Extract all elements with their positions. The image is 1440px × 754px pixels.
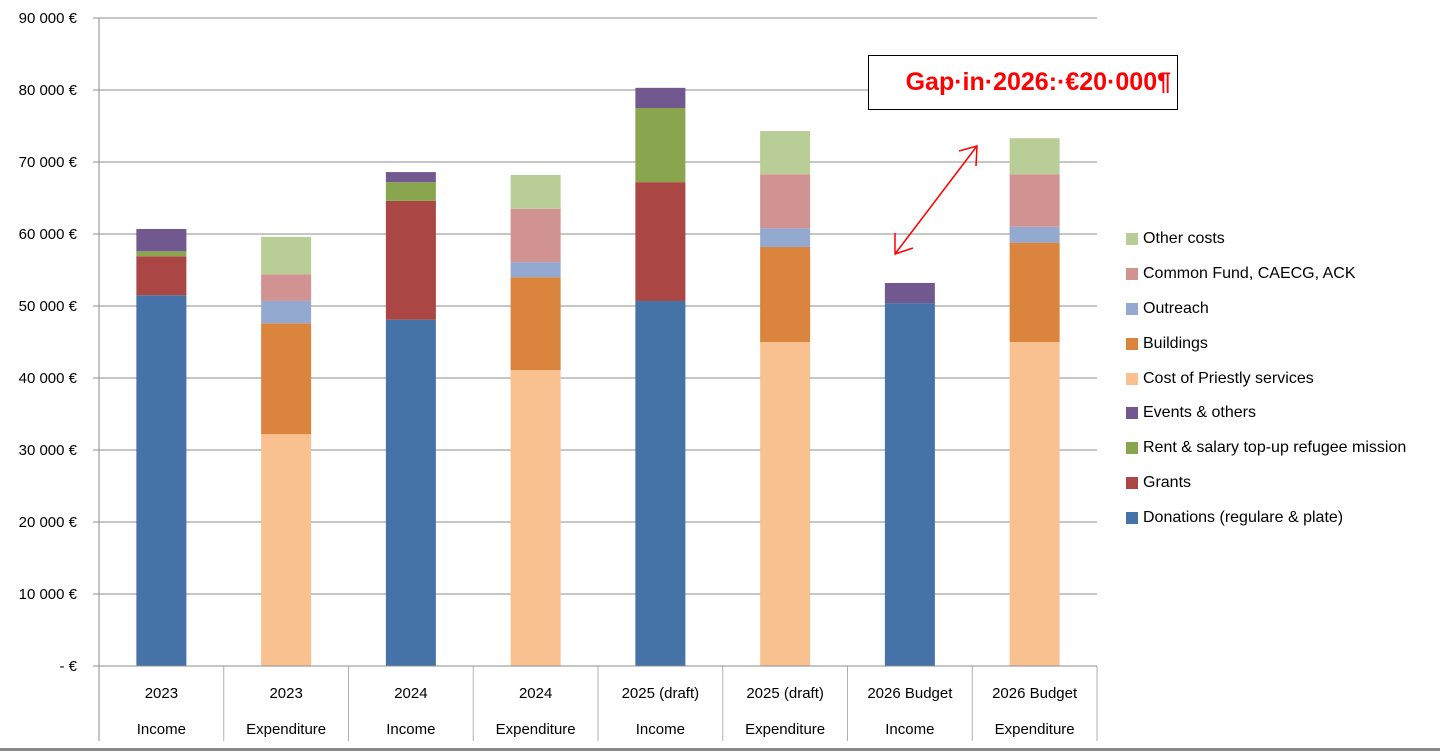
bar-segment bbox=[136, 228, 187, 252]
bar-segment bbox=[136, 251, 187, 257]
bar-segment bbox=[1009, 138, 1060, 175]
x-tick-label-kind: Income bbox=[137, 721, 186, 738]
x-tick-label-year: 2023 bbox=[145, 685, 178, 702]
bar-segment bbox=[760, 246, 811, 342]
y-tick-label: - € bbox=[59, 658, 77, 675]
bar-segment bbox=[635, 182, 686, 301]
bar-segment bbox=[261, 274, 312, 301]
legend-label: Common Fund, CAECG, ACK bbox=[1143, 265, 1356, 283]
y-tick-label: 60 000 € bbox=[19, 226, 78, 243]
legend-swatch bbox=[1126, 233, 1138, 246]
y-tick-label: 70 000 € bbox=[19, 154, 78, 171]
bar-segment bbox=[760, 131, 811, 175]
legend-item: Other costs bbox=[1126, 222, 1406, 257]
y-tick-label: 30 000 € bbox=[19, 442, 78, 459]
y-axis: - € 10 000 € 20 000 € 30 000 € 40 000 € 50 00… bbox=[19, 10, 100, 741]
bar-segment bbox=[884, 282, 935, 304]
bar-segment bbox=[510, 370, 561, 666]
legend-label: Buildings bbox=[1143, 334, 1208, 352]
legend-swatch bbox=[1126, 268, 1138, 281]
legend-label: Rent & salary top-up refugee mission bbox=[1143, 439, 1407, 457]
bar-segment bbox=[510, 277, 561, 371]
x-tick-label-kind: Expenditure bbox=[745, 721, 825, 738]
x-tick-label-year: 2026 Budget bbox=[992, 685, 1078, 702]
legend-item: Buildings bbox=[1126, 326, 1406, 361]
x-tick-label-kind: Expenditure bbox=[995, 721, 1075, 738]
bar-segment bbox=[760, 174, 811, 229]
legend-item: Cost of Priestly services bbox=[1126, 361, 1406, 396]
bar-segment bbox=[760, 228, 811, 247]
bar-segment bbox=[136, 295, 187, 666]
bar-segment bbox=[635, 87, 686, 108]
legend-item: Grants bbox=[1126, 466, 1406, 501]
legend-label: Cost of Priestly services bbox=[1143, 369, 1314, 387]
x-tick-label-year: 2023 bbox=[269, 685, 302, 702]
legend-item: Outreach bbox=[1126, 292, 1406, 327]
bar-segment bbox=[1009, 242, 1060, 342]
bar-segment bbox=[884, 303, 935, 666]
bar-segment bbox=[385, 182, 436, 201]
legend-label: Grants bbox=[1143, 473, 1192, 491]
bars bbox=[136, 87, 1060, 666]
bar-segment bbox=[1009, 342, 1060, 666]
gap-annotation-box: Gap·in·2026:·€20·000¶ bbox=[868, 55, 1178, 110]
y-tick-label: 50 000 € bbox=[19, 298, 78, 315]
bar-segment bbox=[136, 256, 187, 296]
bar-segment bbox=[261, 434, 312, 666]
bar-segment bbox=[760, 342, 811, 666]
legend-label: Events & others bbox=[1143, 404, 1256, 422]
bar-segment bbox=[261, 323, 312, 435]
gridlines bbox=[99, 17, 1097, 667]
x-tick-label-kind: Income bbox=[386, 721, 435, 738]
y-tick-label: 90 000 € bbox=[19, 10, 78, 27]
bar-segment bbox=[510, 262, 561, 278]
bar-segment bbox=[1009, 226, 1060, 243]
legend-label: Other costs bbox=[1143, 230, 1225, 248]
legend-swatch bbox=[1126, 442, 1138, 455]
legend-item: Rent & salary top-up refugee mission bbox=[1126, 431, 1406, 466]
legend-label: Donations (regulare & plate) bbox=[1143, 508, 1344, 526]
legend-swatch bbox=[1126, 476, 1138, 489]
legend-swatch bbox=[1126, 302, 1138, 315]
legend-item: Common Fund, CAECG, ACK bbox=[1126, 257, 1406, 292]
bar-segment bbox=[1009, 174, 1060, 227]
bar-segment bbox=[385, 319, 436, 666]
x-tick-label-kind: Expenditure bbox=[246, 721, 326, 738]
bar-segment bbox=[510, 174, 561, 209]
bar-segment bbox=[635, 108, 686, 183]
legend-label: Outreach bbox=[1143, 299, 1209, 317]
y-tick-label: 80 000 € bbox=[19, 82, 78, 99]
x-tick-label-year: 2026 Budget bbox=[867, 685, 953, 702]
legend: Other costs Common Fund, CAECG, ACK Outrea… bbox=[1126, 222, 1406, 535]
x-tick-label-year: 2025 (draft) bbox=[622, 685, 700, 702]
bar-segment bbox=[261, 236, 312, 275]
x-tick-label-year: 2025 (draft) bbox=[746, 685, 824, 702]
legend-swatch bbox=[1126, 511, 1138, 524]
x-tick-label-kind: Income bbox=[885, 721, 934, 738]
y-tick-label: 10 000 € bbox=[19, 586, 78, 603]
x-tick-label-year: 2024 bbox=[394, 685, 427, 702]
x-axis: 2023 Income 2023 Expenditure 2024 Income 2024 E… bbox=[99, 665, 1098, 741]
bar-segment bbox=[385, 172, 436, 183]
x-tick-label-kind: Income bbox=[636, 721, 685, 738]
bar-segment bbox=[510, 208, 561, 263]
legend-swatch bbox=[1126, 337, 1138, 350]
x-tick-label-kind: Expenditure bbox=[496, 721, 576, 738]
y-tick-label: 40 000 € bbox=[19, 370, 78, 387]
bar-segment bbox=[385, 200, 436, 320]
legend-item: Events & others bbox=[1126, 396, 1406, 431]
bar-segment bbox=[635, 300, 686, 666]
gap-arrow bbox=[894, 144, 978, 256]
y-tick-label: 20 000 € bbox=[19, 514, 78, 531]
legend-swatch bbox=[1126, 407, 1138, 420]
legend-swatch bbox=[1126, 372, 1138, 385]
bar-segment bbox=[261, 300, 312, 324]
gap-annotation-text: Gap·in·2026:·€20·000¶ bbox=[905, 68, 1171, 96]
bottom-border bbox=[0, 748, 1440, 751]
legend-item: Donations (regulare & plate) bbox=[1126, 500, 1406, 535]
x-tick-label-year: 2024 bbox=[519, 685, 552, 702]
